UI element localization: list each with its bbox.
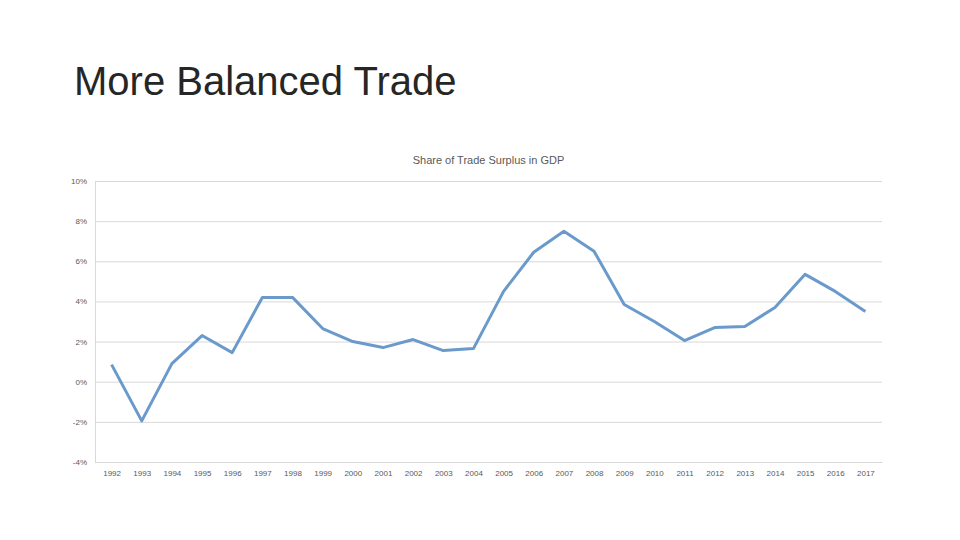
y-tick-label: -4% (73, 458, 87, 467)
grid-line (95, 382, 882, 383)
x-tick: 2006 (525, 469, 543, 478)
x-tick: 2015 (797, 469, 815, 478)
x-tick: 2013 (736, 469, 754, 478)
x-tick-label: 1997 (254, 469, 272, 478)
x-tick-label: 1999 (314, 469, 332, 478)
x-tick: 2014 (767, 469, 785, 478)
x-tick-label: 2008 (586, 469, 604, 478)
x-tick-label: 2006 (525, 469, 543, 478)
x-tick-label: 1994 (163, 469, 181, 478)
x-tick: 2011 (676, 469, 694, 478)
y-tick: -4% (73, 458, 882, 467)
grid-line (95, 181, 882, 182)
x-tick: 1995 (194, 469, 212, 478)
series-line (112, 231, 866, 421)
x-tick-label: 2011 (676, 469, 694, 478)
y-tick: 6% (75, 257, 882, 266)
y-axis: -4% -2% 0% 2% 4% 6% 8% 10% (71, 177, 882, 467)
y-tick: 4% (75, 297, 882, 306)
y-tick-label: 2% (75, 338, 87, 347)
x-tick: 1998 (284, 469, 302, 478)
grid-line (95, 301, 882, 302)
x-tick: 1999 (314, 469, 332, 478)
x-tick: 2000 (344, 469, 362, 478)
y-tick-label: 10% (71, 177, 87, 186)
x-tick-label: 2016 (827, 469, 845, 478)
grid-line (95, 462, 882, 463)
x-axis-line (96, 462, 883, 463)
x-tick: 1997 (254, 469, 272, 478)
x-tick: 2005 (495, 469, 513, 478)
x-tick-label: 2005 (495, 469, 513, 478)
plot-area (112, 231, 866, 421)
x-tick: 2016 (827, 469, 845, 478)
x-tick-label: 1992 (103, 469, 121, 478)
x-tick: 2008 (586, 469, 604, 478)
y-tick: 10% (71, 177, 882, 186)
x-tick-label: 1995 (194, 469, 212, 478)
x-tick-label: 2007 (555, 469, 573, 478)
x-tick: 2012 (706, 469, 724, 478)
x-tick: 1996 (224, 469, 242, 478)
chart-title: Share of Trade Surplus in GDP (413, 154, 565, 166)
y-tick-label: 4% (75, 297, 87, 306)
x-tick: 2017 (857, 469, 875, 478)
x-tick: 2009 (616, 469, 634, 478)
x-tick: 2010 (646, 469, 664, 478)
y-tick-label: 6% (75, 257, 87, 266)
y-tick-label: 0% (75, 378, 87, 387)
slide: More Balanced Trade Share of Trade Surplu… (0, 0, 960, 540)
x-tick-label: 2013 (736, 469, 754, 478)
grid-line (95, 261, 882, 262)
y-tick: -2% (73, 418, 882, 427)
x-tick-label: 2014 (767, 469, 785, 478)
x-tick-label: 2001 (375, 469, 393, 478)
x-tick-label: 2002 (405, 469, 423, 478)
x-tick-label: 2000 (344, 469, 362, 478)
x-tick: 1994 (163, 469, 181, 478)
x-tick: 1992 (103, 469, 121, 478)
x-tick-label: 2010 (646, 469, 664, 478)
x-tick-label: 2015 (797, 469, 815, 478)
x-tick-label: 1996 (224, 469, 242, 478)
x-axis: 1992 1993 1994 1995 1996 1997 1998 1999 2000 2001… (96, 463, 883, 478)
grid-line (95, 422, 882, 423)
x-tick: 2003 (435, 469, 453, 478)
x-tick: 1993 (133, 469, 151, 478)
x-tick-label: 2003 (435, 469, 453, 478)
grid-line (95, 221, 882, 222)
x-tick-label: 2017 (857, 469, 875, 478)
y-axis-line (96, 182, 883, 463)
y-tick-label: -2% (73, 418, 87, 427)
y-tick-label: 8% (75, 217, 87, 226)
x-tick: 2002 (405, 469, 423, 478)
x-tick: 2001 (375, 469, 393, 478)
x-tick-label: 2012 (706, 469, 724, 478)
x-tick: 2007 (555, 469, 573, 478)
x-tick-label: 2009 (616, 469, 634, 478)
x-tick: 2004 (465, 469, 483, 478)
slide-title: More Balanced Trade (74, 59, 456, 103)
x-tick-label: 2004 (465, 469, 483, 478)
y-tick: 0% (75, 378, 882, 387)
x-tick-label: 1998 (284, 469, 302, 478)
x-tick-label: 1993 (133, 469, 151, 478)
y-tick: 8% (75, 217, 882, 226)
